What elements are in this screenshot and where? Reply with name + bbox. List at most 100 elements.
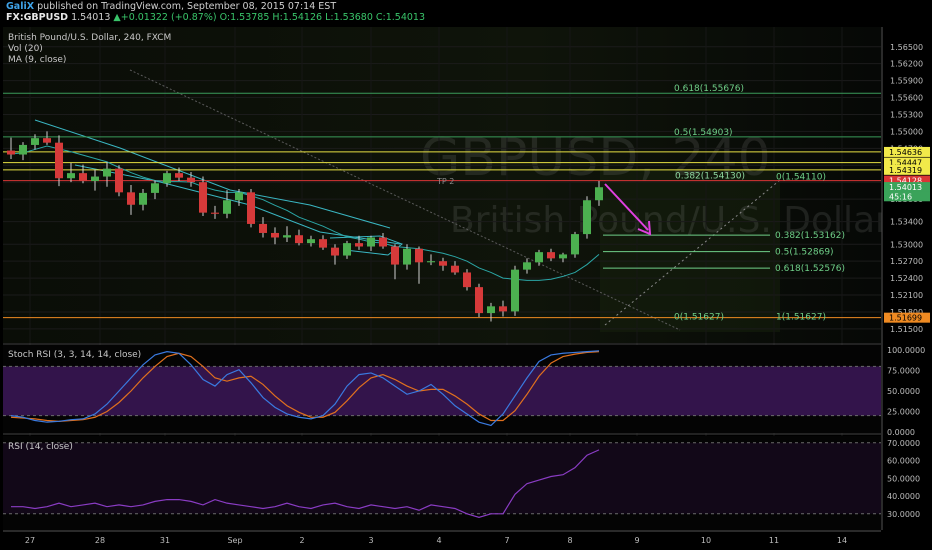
price-tick-label: 1.51800 xyxy=(890,308,923,317)
price-tag-label: 1.54013 xyxy=(889,183,922,192)
quote-line: FX:GBPUSD 1.54013 ▲+0.01322 (+0.87%) O:1… xyxy=(6,12,425,23)
fib-label: 0.618(1.55676) xyxy=(674,84,744,94)
symbol-label: FX:GBPUSD xyxy=(6,12,69,23)
candle-up xyxy=(139,192,147,205)
stoch-title: Stoch RSI (3, 3, 14, 14, close) xyxy=(8,350,141,360)
dashed-trendline xyxy=(129,69,681,331)
price-tick-label: 1.52700 xyxy=(890,257,923,266)
stoch-k-line xyxy=(10,350,600,427)
stoch-d-line xyxy=(10,351,600,422)
candle-up xyxy=(595,187,603,201)
date-tick-label: 7 xyxy=(504,536,509,545)
date-tick-label: 10 xyxy=(701,536,711,545)
candle-down xyxy=(211,212,219,214)
candle-up xyxy=(19,144,27,155)
legend-title: British Pound/U.S. Dollar, 240, FXCM xyxy=(8,33,171,43)
rsi-tick-label: 70.0000 xyxy=(887,439,920,448)
high-value: H:1.54126 xyxy=(272,12,323,23)
candle-up xyxy=(427,261,435,263)
legend-ma: MA (9, close) xyxy=(8,55,66,65)
date-tick-label: 27 xyxy=(25,536,35,545)
date-tick-label: Sep xyxy=(227,536,242,545)
candle-down xyxy=(391,246,399,265)
watermark-name: British Pound/U.S. Dollar xyxy=(450,200,890,241)
candle-down xyxy=(259,223,267,233)
candle-up xyxy=(367,237,375,247)
price-tick-label: 1.53000 xyxy=(890,240,923,249)
price-tick-label: 1.55600 xyxy=(890,94,923,103)
stoch-rsi-pane: 100.0000 75.0000 50.0000 25.0000 0.0000 xyxy=(3,346,925,437)
candle-down xyxy=(499,306,507,312)
price-tag-label: 1.54319 xyxy=(889,166,922,175)
fib-label: 0.5(1.54903) xyxy=(674,128,733,138)
channel-upper xyxy=(34,119,391,229)
candle-down xyxy=(295,235,303,244)
publish-info: GaliX published on TradingView.com, Sept… xyxy=(6,1,336,12)
candle-up xyxy=(235,192,243,201)
candle-up xyxy=(583,200,591,235)
date-tick-label: 2 xyxy=(299,536,304,545)
last-price: 1.54013 xyxy=(71,12,111,23)
low-value: L:1.53680 xyxy=(325,12,373,23)
fib-label: 0.5(1.52869) xyxy=(775,248,834,258)
stoch-tick-label: 25.0000 xyxy=(887,408,920,417)
ma-line xyxy=(10,145,600,281)
fib-label: 0.382(1.54130) xyxy=(675,171,745,181)
candle-down xyxy=(463,272,471,288)
candle-up xyxy=(487,306,495,314)
candle-down xyxy=(43,138,51,143)
price-tick-label: 1.55900 xyxy=(890,77,923,86)
rsi-pane: 70.0000 60.0000 50.0000 40.0000 30.0000 xyxy=(3,343,920,519)
candle-down xyxy=(79,173,87,182)
candle-up xyxy=(151,183,159,193)
price-tick-label: 1.51500 xyxy=(890,325,923,334)
candle-up xyxy=(343,243,351,256)
grid xyxy=(3,27,881,530)
fib-zone-background xyxy=(600,170,780,332)
rsi-band xyxy=(3,442,881,514)
date-tick-label: 31 xyxy=(160,536,170,545)
price-tag xyxy=(884,146,930,157)
fib-label: 0(1.54110) xyxy=(776,173,826,183)
candle-up xyxy=(403,248,411,265)
date-axis[interactable]: 27 28 31 Sep 2 3 4 7 8 9 10 11 14 xyxy=(0,530,932,550)
date-tick-label: 4 xyxy=(436,536,441,545)
candle-down xyxy=(55,142,63,179)
candle-down xyxy=(175,173,183,178)
price-tick-label: 1.53400 xyxy=(890,218,923,227)
rsi-line xyxy=(11,449,600,518)
candle-up xyxy=(163,173,171,184)
stoch-band xyxy=(3,366,881,416)
price-tick-label: 1.55000 xyxy=(890,127,923,136)
candle-down xyxy=(451,265,459,273)
author-name[interactable]: GaliX xyxy=(6,1,35,12)
published-text: published on TradingView.com, September … xyxy=(37,1,337,12)
date-tick-label: 14 xyxy=(837,536,847,545)
candle-down xyxy=(7,150,15,155)
price-axis-background xyxy=(882,27,932,530)
price-tag xyxy=(884,175,930,186)
legend-vol: Vol (20) xyxy=(8,44,43,54)
candle-up xyxy=(523,262,531,270)
horizontal-levels xyxy=(3,92,881,319)
arrow-icon xyxy=(604,183,649,231)
candle-down xyxy=(199,182,207,213)
candle-down xyxy=(331,247,339,256)
price-tick-label: 1.52100 xyxy=(890,291,923,300)
price-axis[interactable]: 1.56500 1.56200 1.55900 1.55600 1.55300 1.550… xyxy=(881,27,932,530)
candle-up xyxy=(307,239,315,244)
date-tick-label: 9 xyxy=(634,536,639,545)
price-tag xyxy=(884,191,930,202)
fib-label: 0.382(1.53162) xyxy=(775,231,845,241)
candlesticks xyxy=(7,131,652,322)
rsi-title: RSI (14, close) xyxy=(8,442,73,452)
date-tick-label: 8 xyxy=(567,536,572,545)
date-tick-label: 3 xyxy=(368,536,373,545)
price-tag xyxy=(884,164,930,175)
arrow-head-icon xyxy=(637,220,652,236)
stoch-tick-label: 100.0000 xyxy=(887,346,925,355)
price-tick-label: 1.55300 xyxy=(890,110,923,119)
price-tag-label: 45:16 xyxy=(889,192,912,201)
rsi-tick-label: 50.0000 xyxy=(887,474,920,483)
